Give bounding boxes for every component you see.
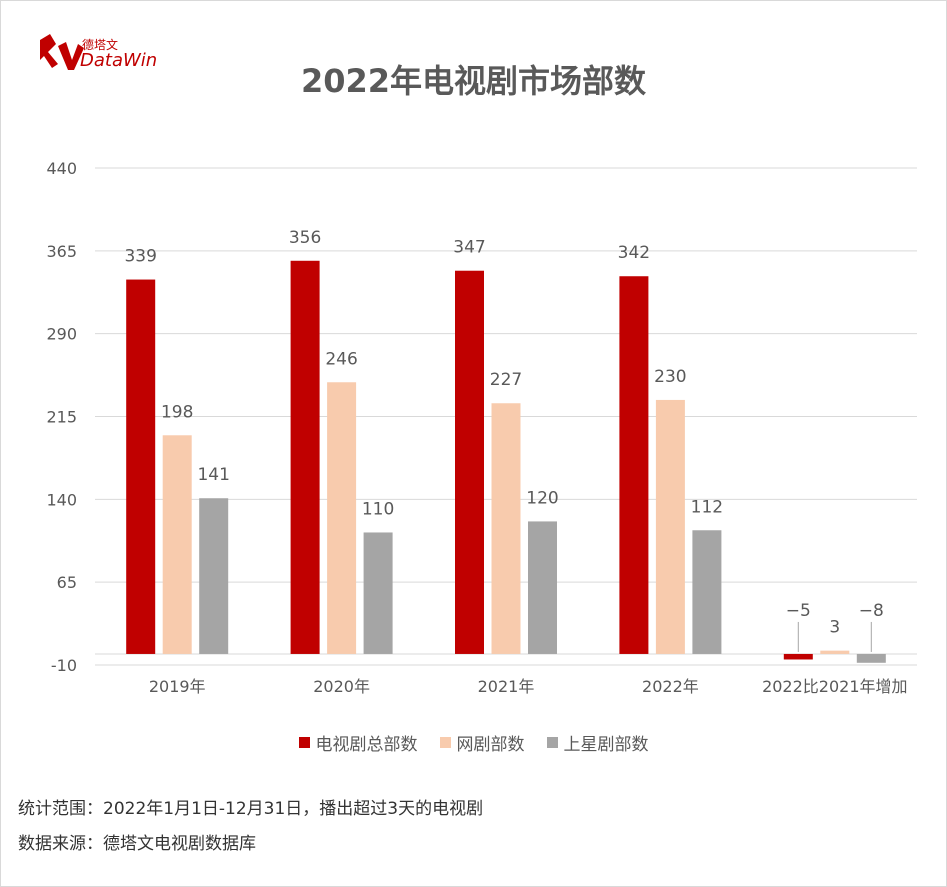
legend-item-total: 电视剧总部数 <box>298 730 418 755</box>
y-tick-label: -10 <box>51 656 77 675</box>
bar <box>290 260 320 654</box>
chart-title: 2022年电视剧市场部数 <box>300 62 647 100</box>
legend-swatch-satellite <box>546 737 558 748</box>
x-tick-label: 2020年 <box>313 677 370 696</box>
bars <box>126 260 886 663</box>
bar <box>491 403 521 654</box>
bar <box>363 532 393 654</box>
data-label: 342 <box>618 243 650 263</box>
bar <box>528 521 557 654</box>
data-label: 3 <box>829 618 840 638</box>
data-label: 246 <box>325 349 357 369</box>
x-tick-label: 2022年 <box>642 677 699 696</box>
data-label: 227 <box>490 370 522 390</box>
legend-item-satellite: 上星剧部数 <box>546 730 649 755</box>
y-tick-label: 140 <box>46 490 77 509</box>
bar <box>126 279 156 654</box>
y-tick-label: 290 <box>46 325 77 344</box>
bar <box>692 530 722 654</box>
x-axis: 2019年 2020年 2021年 2022年 2022比2021年增加 <box>149 677 908 696</box>
y-axis: 440 365 290 215 140 65 -10 <box>46 159 77 675</box>
y-tick-label: 365 <box>46 242 77 261</box>
bar <box>655 399 685 654</box>
x-tick-label: 2021年 <box>478 677 535 696</box>
bar <box>856 653 886 663</box>
data-label: 112 <box>691 497 723 517</box>
x-tick-label: 2019年 <box>149 677 206 696</box>
data-label: 198 <box>161 402 193 422</box>
legend-item-web: 网剧部数 <box>439 730 525 755</box>
data-label: 230 <box>654 367 686 387</box>
legend-swatch-web <box>439 737 451 748</box>
data-label: 339 <box>124 247 156 267</box>
logo-name-cn: 德塔文 <box>82 38 119 52</box>
data-label: 356 <box>289 228 321 248</box>
data-label: 120 <box>526 488 558 508</box>
data-label: 347 <box>453 238 485 258</box>
grid-lines <box>95 167 917 666</box>
footnote-source: 数据来源：德塔文电视剧数据库 <box>18 834 256 854</box>
bar <box>820 650 850 654</box>
legend-swatch-total <box>298 737 310 748</box>
logo-name-en: DataWin <box>80 50 158 71</box>
data-labels: 339 198 141 356 246 110 347 227 120 342 230 112 −5 3−… <box>124 228 884 652</box>
data-label: 141 <box>197 465 229 485</box>
data-label: 110 <box>362 499 394 519</box>
legend-label-satellite: 上星剧部数 <box>563 735 649 755</box>
bar <box>455 270 484 654</box>
bar <box>327 382 357 654</box>
x-tick-label: 2022比2021年增加 <box>762 677 907 696</box>
legend-label-total: 电视剧总部数 <box>315 735 418 755</box>
data-label: −8 <box>859 601 884 621</box>
datawin-logo-icon <box>40 34 84 70</box>
y-tick-label: 440 <box>46 159 77 178</box>
bar <box>619 276 649 654</box>
y-tick-label: 215 <box>46 408 77 427</box>
data-label: −5 <box>786 601 811 621</box>
legend: 电视剧总部数 网剧部数 上星剧部数 <box>0 730 947 755</box>
legend-label-web: 网剧部数 <box>456 735 525 755</box>
footnote-scope: 统计范围：2022年1月1日-12月31日，播出超过3天的电视剧 <box>18 799 484 819</box>
y-tick-label: 65 <box>57 573 77 592</box>
bar <box>162 435 192 654</box>
bar <box>783 653 813 660</box>
bar <box>199 498 229 654</box>
